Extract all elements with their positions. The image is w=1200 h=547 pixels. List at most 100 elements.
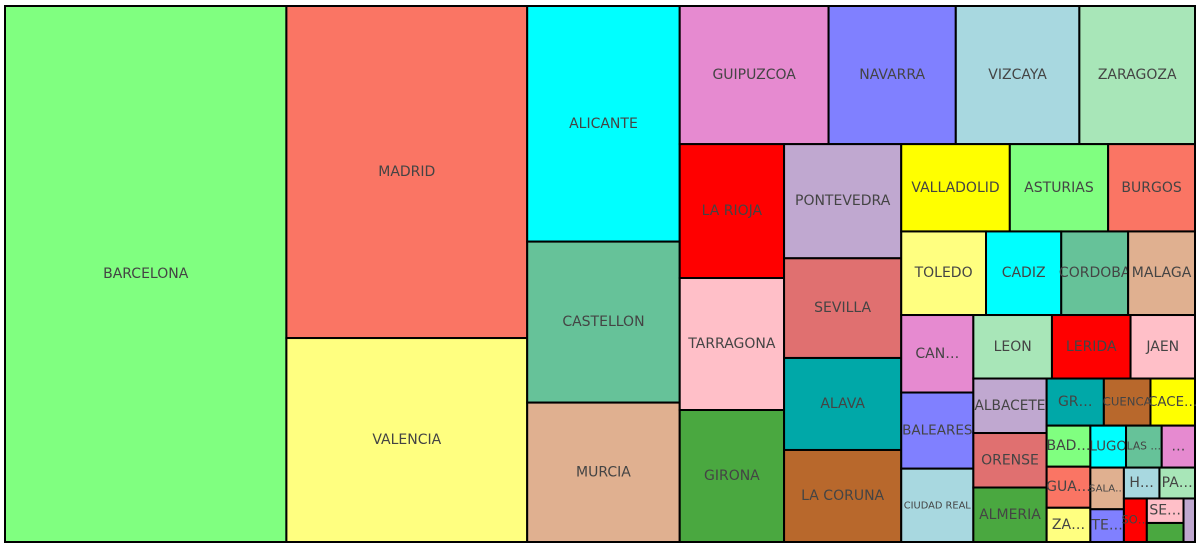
tile-label: SO… (1121, 513, 1149, 527)
tile: CORDOBA (1059, 230, 1131, 317)
tile: ASTURIAS (1008, 143, 1110, 233)
tile: GUIPUZCOA (678, 5, 830, 146)
tile-label: PA… (1162, 475, 1193, 491)
tile: MALAGA (1127, 230, 1197, 317)
tile: JAEN (1129, 314, 1196, 380)
tile-label: SEVILLA (814, 300, 871, 316)
tile-rect (678, 409, 786, 544)
tile: CIUDAD REAL (900, 467, 975, 543)
tile-label: ALAVA (820, 396, 865, 412)
tile-rect (1008, 143, 1110, 233)
tile: SO… (1121, 497, 1149, 543)
tile: LUGO (1089, 424, 1128, 469)
tile-label: … (1171, 439, 1185, 455)
tile: PONTEVEDRA (783, 143, 903, 260)
tile-rect (526, 240, 681, 404)
tile-label: ORENSE (981, 452, 1039, 468)
tile: CACE… (1148, 377, 1197, 427)
tile-label: VALENCIA (372, 432, 441, 448)
tile-rect (900, 467, 975, 543)
tile: VALENCIA (285, 337, 529, 544)
tile: ZA… (1045, 506, 1092, 544)
tile-label: LA CORUNA (801, 488, 884, 504)
tile: PA… (1158, 466, 1197, 500)
tile-label: GUA… (1046, 479, 1091, 495)
tile-label: SE… (1149, 503, 1181, 519)
tile-label: GR… (1058, 394, 1093, 410)
tile: MURCIA (526, 401, 681, 543)
tile: SEVILLA (783, 257, 903, 359)
tile: LA RIOJA (678, 143, 786, 280)
tile-label: BARCELONA (103, 266, 189, 282)
tile-label: MALAGA (1132, 265, 1192, 281)
tile-label: MURCIA (576, 464, 631, 480)
tile-rect (1127, 230, 1197, 317)
tile-rect (526, 5, 681, 243)
tile-label: TARRAGONA (687, 336, 776, 352)
tile-label: ZA… (1052, 517, 1085, 533)
tile-rect (900, 143, 1011, 233)
tile-label: ALBACETE (975, 398, 1046, 414)
tile-label: TOLEDO (914, 265, 973, 281)
tile-rect (1060, 230, 1130, 317)
tile: BURGOS (1107, 143, 1196, 233)
tile-rect (783, 143, 903, 260)
tile: CASTELLON (526, 240, 681, 404)
tile: BALEARES (900, 391, 975, 470)
tile-rect (285, 5, 529, 340)
tile: ZARAGOZA (1078, 5, 1197, 146)
tile-label: GIRONA (704, 468, 760, 484)
tile: LA CORUNA (783, 448, 903, 544)
tile-rect (783, 356, 903, 451)
tile: SE… (1145, 497, 1185, 524)
tile-label: CASTELLON (562, 314, 644, 330)
tile-label: CAN… (915, 346, 959, 362)
tile-rect (783, 448, 903, 544)
tile: ALICANTE (526, 5, 681, 243)
tile-rect (1107, 143, 1196, 233)
tile-rect (1145, 521, 1185, 544)
tile: LAS … (1125, 424, 1163, 469)
tile (1182, 497, 1196, 543)
tile-rect (285, 337, 529, 544)
tile-label: LAS … (1127, 440, 1161, 453)
tile: GIRONA (678, 409, 786, 544)
tile: ALAVA (783, 356, 903, 451)
tile-label: CADIZ (1002, 265, 1046, 281)
tile-label: CIUDAD REAL (904, 500, 972, 511)
tile-label: ASTURIAS (1024, 180, 1094, 196)
tile-rect (972, 314, 1053, 380)
tile-rect (972, 377, 1048, 435)
tile-rect (1045, 424, 1092, 468)
tile-label: ALMERIA (979, 507, 1041, 523)
tile-label: LEON (994, 339, 1032, 355)
tile-label: TE… (1090, 518, 1122, 534)
tile-label: BAD… (1047, 438, 1091, 454)
tile: SALA… (1089, 466, 1125, 511)
tile: GR… (1045, 377, 1105, 427)
tile-rect (678, 277, 786, 412)
tile-rect (1182, 497, 1196, 543)
tile: NAVARRA (827, 5, 957, 146)
tile-label: GUIPUZCOA (712, 67, 796, 83)
tile-rect (1050, 314, 1132, 380)
tile-label: CACE… (1148, 395, 1197, 410)
tile: TE… (1089, 508, 1125, 544)
tile: … (1160, 424, 1197, 469)
tile: BARCELONA (4, 5, 288, 543)
tile-label: H… (1129, 475, 1154, 491)
tile: ALMERIA (972, 486, 1048, 544)
tile-rect (900, 230, 988, 317)
tile-label: ZARAGOZA (1098, 67, 1177, 83)
tile-rect (827, 5, 957, 146)
tile: VALLADOLID (900, 143, 1011, 233)
tile: ORENSE (972, 432, 1048, 489)
tile: CADIZ (985, 230, 1063, 317)
tile: BAD… (1045, 424, 1092, 468)
tile-label: PONTEVEDRA (795, 193, 891, 209)
tile-label: LUGO (1089, 440, 1126, 455)
tile: ALBACETE (972, 377, 1048, 435)
tile-rect (985, 230, 1063, 317)
